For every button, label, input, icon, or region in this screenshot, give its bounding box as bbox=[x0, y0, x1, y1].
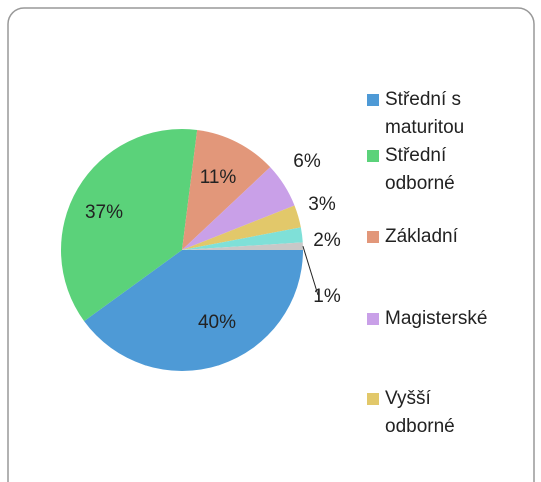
legend-swatch bbox=[367, 94, 379, 106]
data-label: 1% bbox=[313, 286, 341, 307]
legend-item: Magisterské bbox=[367, 305, 505, 333]
legend-swatch bbox=[367, 150, 379, 162]
legend-label: Střední s maturitou bbox=[385, 89, 465, 138]
pie-slice bbox=[182, 129, 271, 250]
legend-label: Základní bbox=[385, 226, 458, 247]
legend-label: Magisterské bbox=[385, 308, 488, 329]
pie-slice bbox=[84, 250, 303, 371]
legend-swatch bbox=[367, 393, 379, 405]
data-label: 6% bbox=[293, 151, 321, 172]
pie-slice bbox=[182, 227, 303, 250]
pie-slice bbox=[182, 167, 295, 250]
data-label: 3% bbox=[308, 194, 336, 215]
pie-slice bbox=[61, 129, 198, 322]
legend-swatch bbox=[367, 313, 379, 325]
legend-item: Základní bbox=[367, 223, 505, 251]
legend-item: Střední s maturitou bbox=[367, 86, 505, 142]
data-label: 2% bbox=[313, 230, 341, 251]
data-label: 37% bbox=[85, 202, 123, 223]
data-label: 11% bbox=[200, 167, 237, 188]
legend-item: Střední odborné bbox=[367, 142, 505, 198]
legend-swatch bbox=[367, 231, 379, 243]
legend-item: Vyšší odborné bbox=[367, 385, 505, 441]
pie-slice bbox=[182, 242, 303, 250]
legend-label: Vyšší odborné bbox=[385, 388, 455, 437]
leader-line bbox=[302, 246, 319, 296]
legend-label: Střední odborné bbox=[385, 145, 455, 194]
data-label: 40% bbox=[198, 312, 236, 333]
pie-slice bbox=[182, 205, 301, 250]
